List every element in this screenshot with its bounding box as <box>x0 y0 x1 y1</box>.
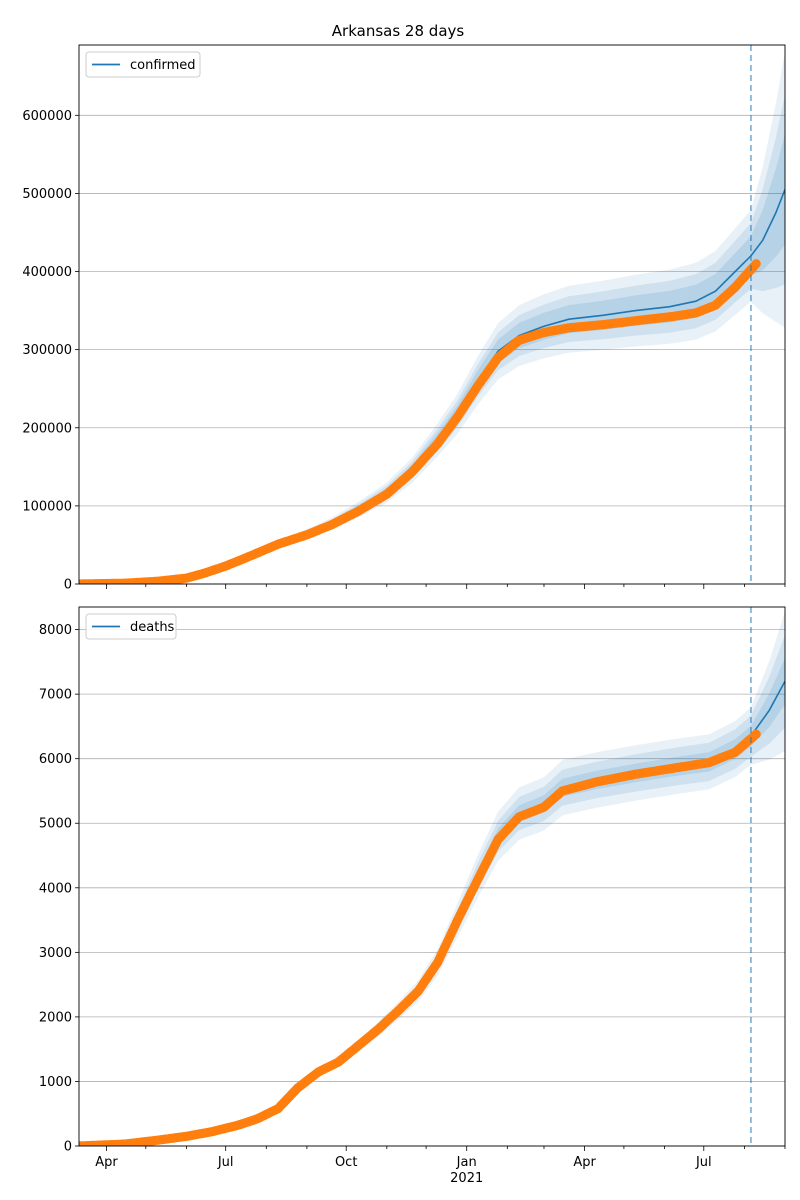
y-tick-label: 600000 <box>22 109 72 124</box>
y-tick-label: 300000 <box>22 343 72 358</box>
y-tick-label: 200000 <box>22 421 72 436</box>
y-tick-label: 0 <box>64 1140 72 1155</box>
uncertainty-band <box>79 634 785 1146</box>
uncertainty-band <box>79 611 785 1146</box>
legend-label: deaths <box>130 620 175 635</box>
y-tick-label: 400000 <box>22 265 72 280</box>
y-tick-label: 1000 <box>39 1075 72 1090</box>
observed-point <box>751 259 761 269</box>
y-tick-label: 4000 <box>39 881 72 896</box>
y-tick-label: 7000 <box>39 688 72 703</box>
axes-frame <box>78 44 786 585</box>
uncertainty-band <box>79 658 785 1146</box>
y-tick-label: 100000 <box>22 499 72 514</box>
legend-box <box>85 51 201 78</box>
legend: confirmed <box>85 51 201 78</box>
confirmed-panel: 0 100000 200000 300000 400000 500000 600000 con… <box>22 44 786 593</box>
y-tick-label: 5000 <box>39 817 72 832</box>
uncertainty-band <box>79 134 785 584</box>
axes-frame <box>78 606 786 1147</box>
x-tick-label: Oct <box>335 1155 357 1170</box>
y-tick-label: 8000 <box>39 623 72 638</box>
legend-box <box>85 613 177 640</box>
x-tick-label: Jan <box>456 1155 477 1170</box>
y-tick-label: 2000 <box>39 1010 72 1025</box>
legend: deaths <box>85 613 177 640</box>
x-tick-label: Jul <box>695 1155 712 1170</box>
model-line <box>79 189 785 584</box>
y-tick-label: 500000 <box>22 187 72 202</box>
y-tick-label: 0 <box>64 578 72 593</box>
x-tick-label: Apr <box>95 1155 118 1170</box>
legend-label: confirmed <box>130 58 196 73</box>
observed-point <box>751 729 761 739</box>
deaths-panel: 0 1000 2000 3000 4000 5000 6000 7000 8000 Apr Jul O… <box>39 606 786 1186</box>
x-tick-sublabel: 2021 <box>450 1171 483 1186</box>
y-tick-label: 3000 <box>39 946 72 961</box>
x-tick-label: Apr <box>573 1155 596 1170</box>
x-tick-label: Jul <box>217 1155 234 1170</box>
chart-title: Arkansas 28 days <box>332 22 465 40</box>
y-tick-label: 6000 <box>39 752 72 767</box>
